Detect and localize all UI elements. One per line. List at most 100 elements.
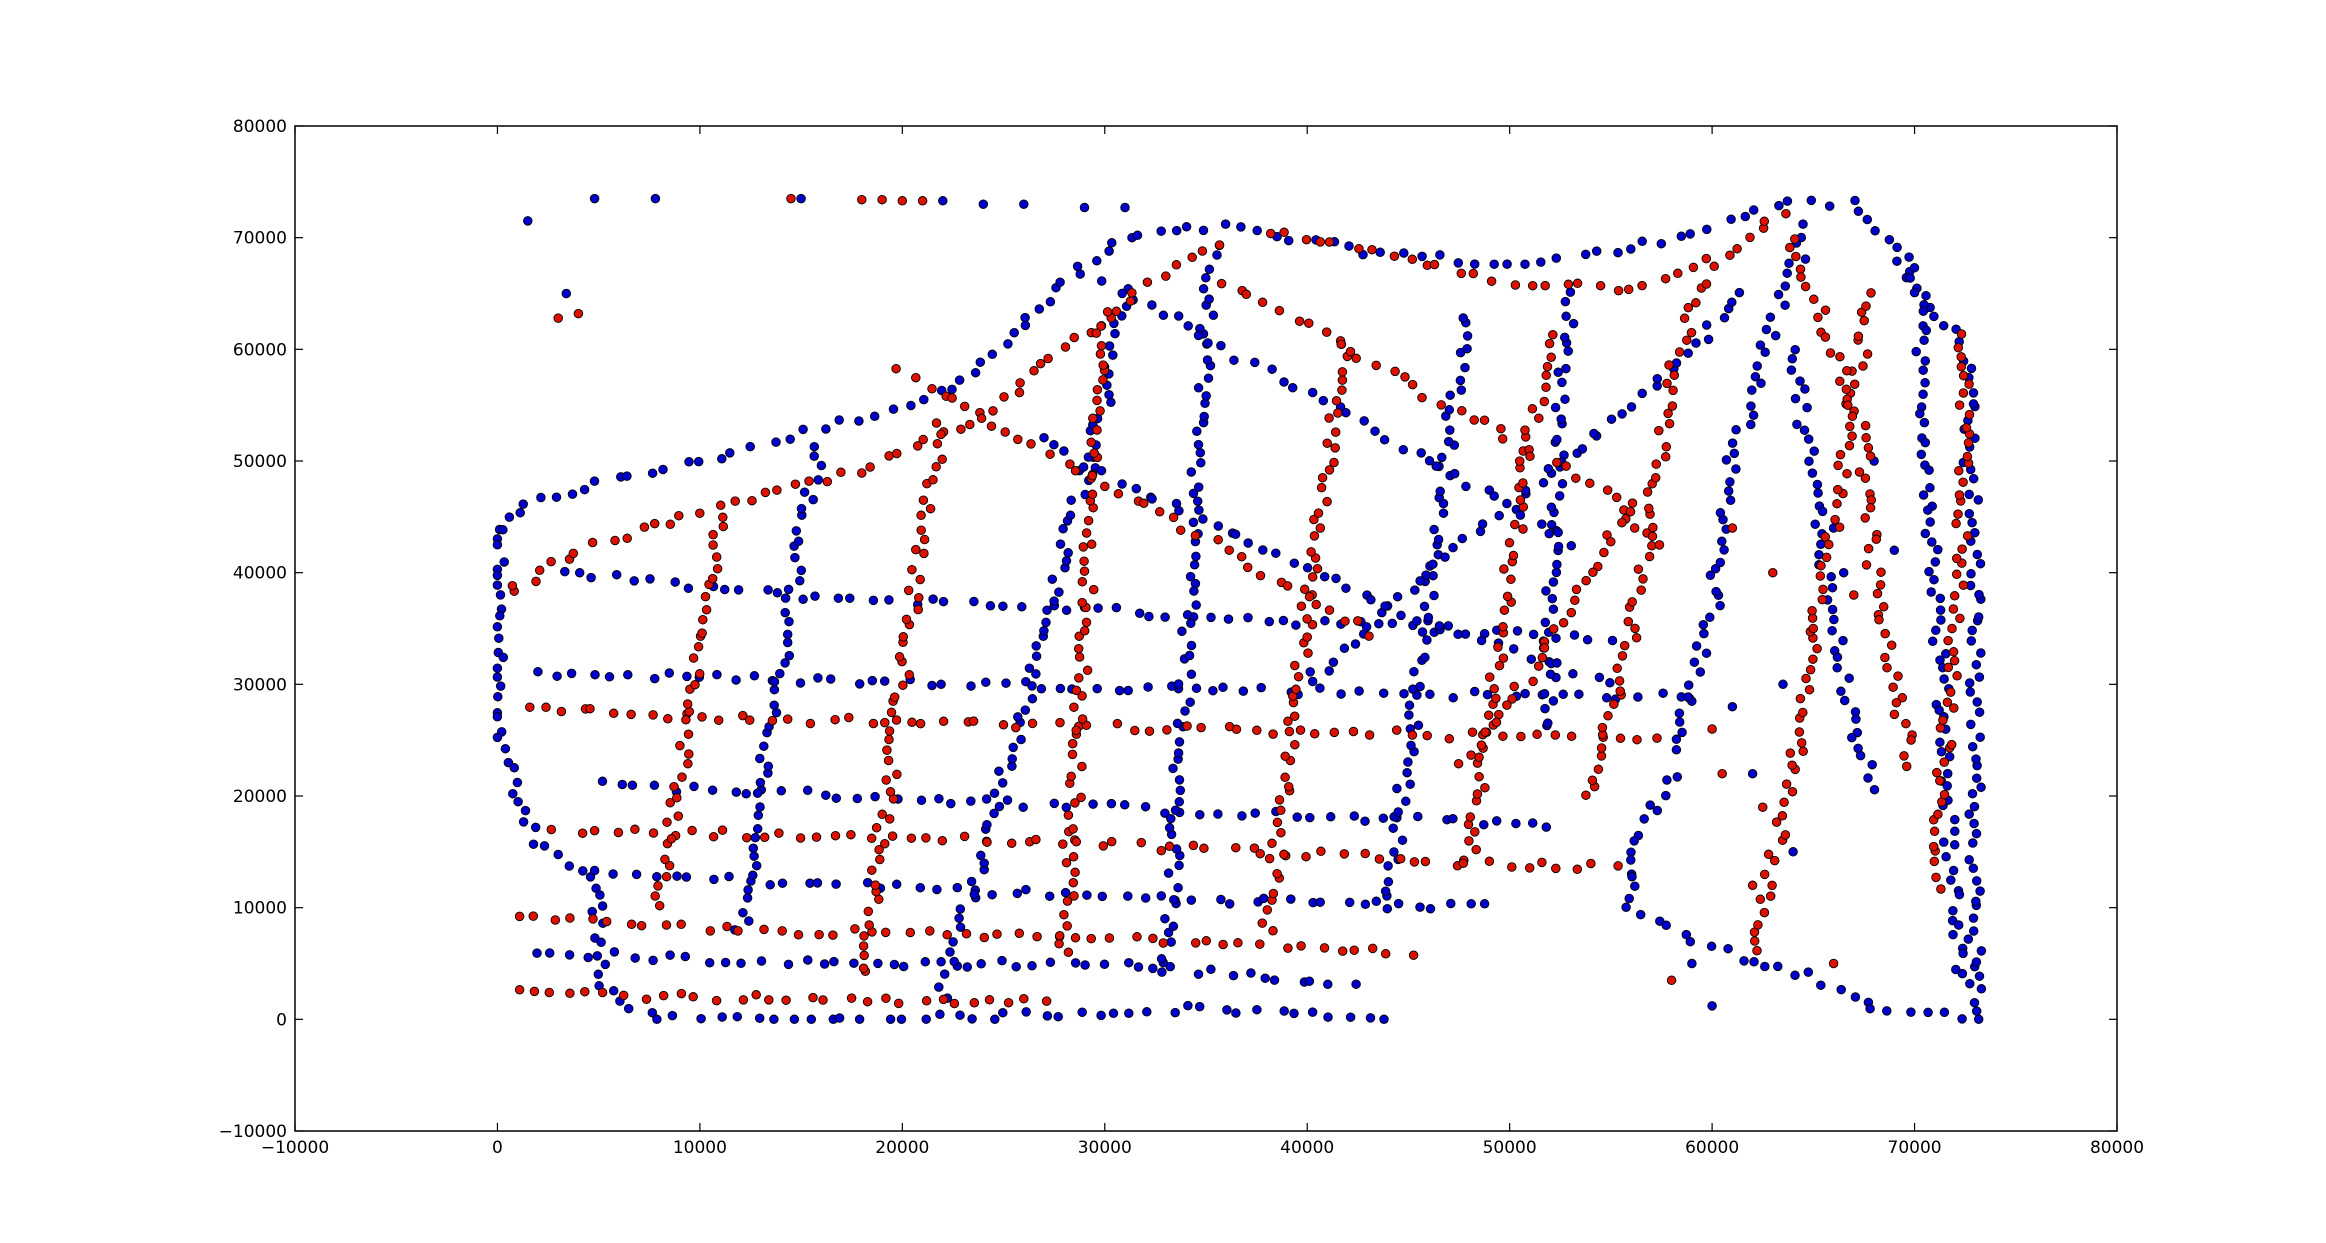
blue-point: [1699, 628, 1709, 639]
blue-point: [1715, 557, 1726, 568]
red-point: [1548, 624, 1559, 634]
blue-point: [1800, 254, 1811, 264]
blue-point: [1948, 905, 1958, 916]
blue-point: [617, 779, 628, 790]
red-point: [1472, 789, 1483, 799]
red-point: [865, 462, 875, 472]
blue-point: [1936, 746, 1947, 757]
blue-point: [1705, 570, 1716, 581]
red-point: [650, 891, 660, 901]
blue-point: [1194, 1001, 1205, 1012]
blue-point: [809, 451, 819, 461]
blue-point: [1222, 1005, 1232, 1015]
blue-point: [802, 785, 813, 796]
blue-point: [962, 962, 973, 972]
red-point: [947, 393, 957, 403]
blue-point: [1853, 206, 1864, 217]
red-point: [1066, 771, 1076, 782]
red-point: [1089, 448, 1099, 458]
red-point: [893, 998, 904, 1009]
blue-point: [1019, 199, 1029, 209]
blue-point: [1250, 808, 1260, 818]
red-point: [1951, 518, 1961, 529]
red-point: [863, 906, 874, 917]
red-point: [1055, 717, 1065, 728]
red-point: [649, 518, 660, 529]
red-point: [1187, 252, 1197, 263]
blue-point: [1613, 247, 1623, 258]
blue-point: [1045, 957, 1056, 968]
red-point: [1859, 315, 1869, 326]
blue-point: [1111, 602, 1122, 613]
red-point: [1081, 528, 1092, 538]
blue-point: [1110, 328, 1120, 339]
blue-point: [809, 441, 820, 452]
red-point: [1796, 272, 1806, 282]
red-point: [1241, 289, 1252, 300]
blue-point: [630, 953, 640, 963]
red-point: [1032, 931, 1042, 942]
blue-point: [896, 1014, 907, 1025]
red-point: [805, 718, 816, 729]
blue-point: [1703, 334, 1714, 345]
blue-point: [1416, 448, 1426, 458]
red-point: [1619, 640, 1630, 651]
blue-point: [1909, 287, 1920, 298]
red-point: [764, 995, 774, 1005]
red-point: [1664, 360, 1674, 370]
blue-point: [1419, 601, 1430, 612]
blue-point: [1404, 700, 1415, 711]
blue-point: [665, 950, 675, 960]
blue-point: [1307, 1007, 1318, 1017]
red-point: [573, 308, 584, 319]
red-point: [881, 775, 891, 785]
red-point: [1479, 415, 1490, 425]
blue-point: [1453, 258, 1464, 268]
blue-point: [1971, 659, 1982, 670]
red-point: [1142, 277, 1153, 287]
red-point: [1464, 836, 1474, 846]
blue-point: [985, 601, 996, 611]
blue-point: [1798, 219, 1808, 229]
blue-point: [1193, 330, 1204, 341]
blue-point: [1974, 971, 1985, 981]
blue-point: [1339, 643, 1350, 654]
blue-point: [1810, 519, 1820, 529]
blue-point: [1020, 320, 1031, 331]
blue-point: [1580, 249, 1591, 260]
blue-point: [1601, 693, 1612, 703]
blue-point: [915, 882, 926, 893]
red-point: [1787, 786, 1798, 797]
red-point: [636, 920, 647, 931]
red-point: [894, 652, 905, 662]
blue-point: [1965, 978, 1975, 989]
red-point: [1054, 939, 1064, 949]
red-point: [608, 708, 619, 719]
blue-point: [1813, 488, 1823, 498]
blue-point: [498, 525, 508, 535]
red-point: [1661, 442, 1672, 452]
red-point: [1390, 366, 1400, 377]
blue-point: [1976, 648, 1986, 658]
red-point: [1408, 950, 1419, 960]
red-point: [672, 793, 682, 803]
red-point: [663, 714, 673, 724]
red-point: [1623, 284, 1634, 295]
blue-point: [1966, 569, 1976, 579]
red-point: [1539, 643, 1550, 653]
x-tick-label: 10000: [673, 1138, 727, 1158]
red-point: [1769, 855, 1780, 866]
red-point: [1474, 752, 1484, 763]
red-point: [1931, 872, 1941, 883]
blue-point: [1120, 202, 1130, 213]
blue-point: [1049, 596, 1059, 606]
red-point: [877, 809, 887, 820]
blue-point: [1124, 1008, 1134, 1019]
blue-point: [949, 956, 959, 967]
blue-point: [1216, 894, 1226, 905]
blue-point: [1911, 346, 1921, 357]
blue-point: [1707, 1001, 1717, 1011]
blue-point: [720, 957, 731, 968]
red-point: [1162, 725, 1172, 735]
red-point: [1686, 327, 1697, 338]
